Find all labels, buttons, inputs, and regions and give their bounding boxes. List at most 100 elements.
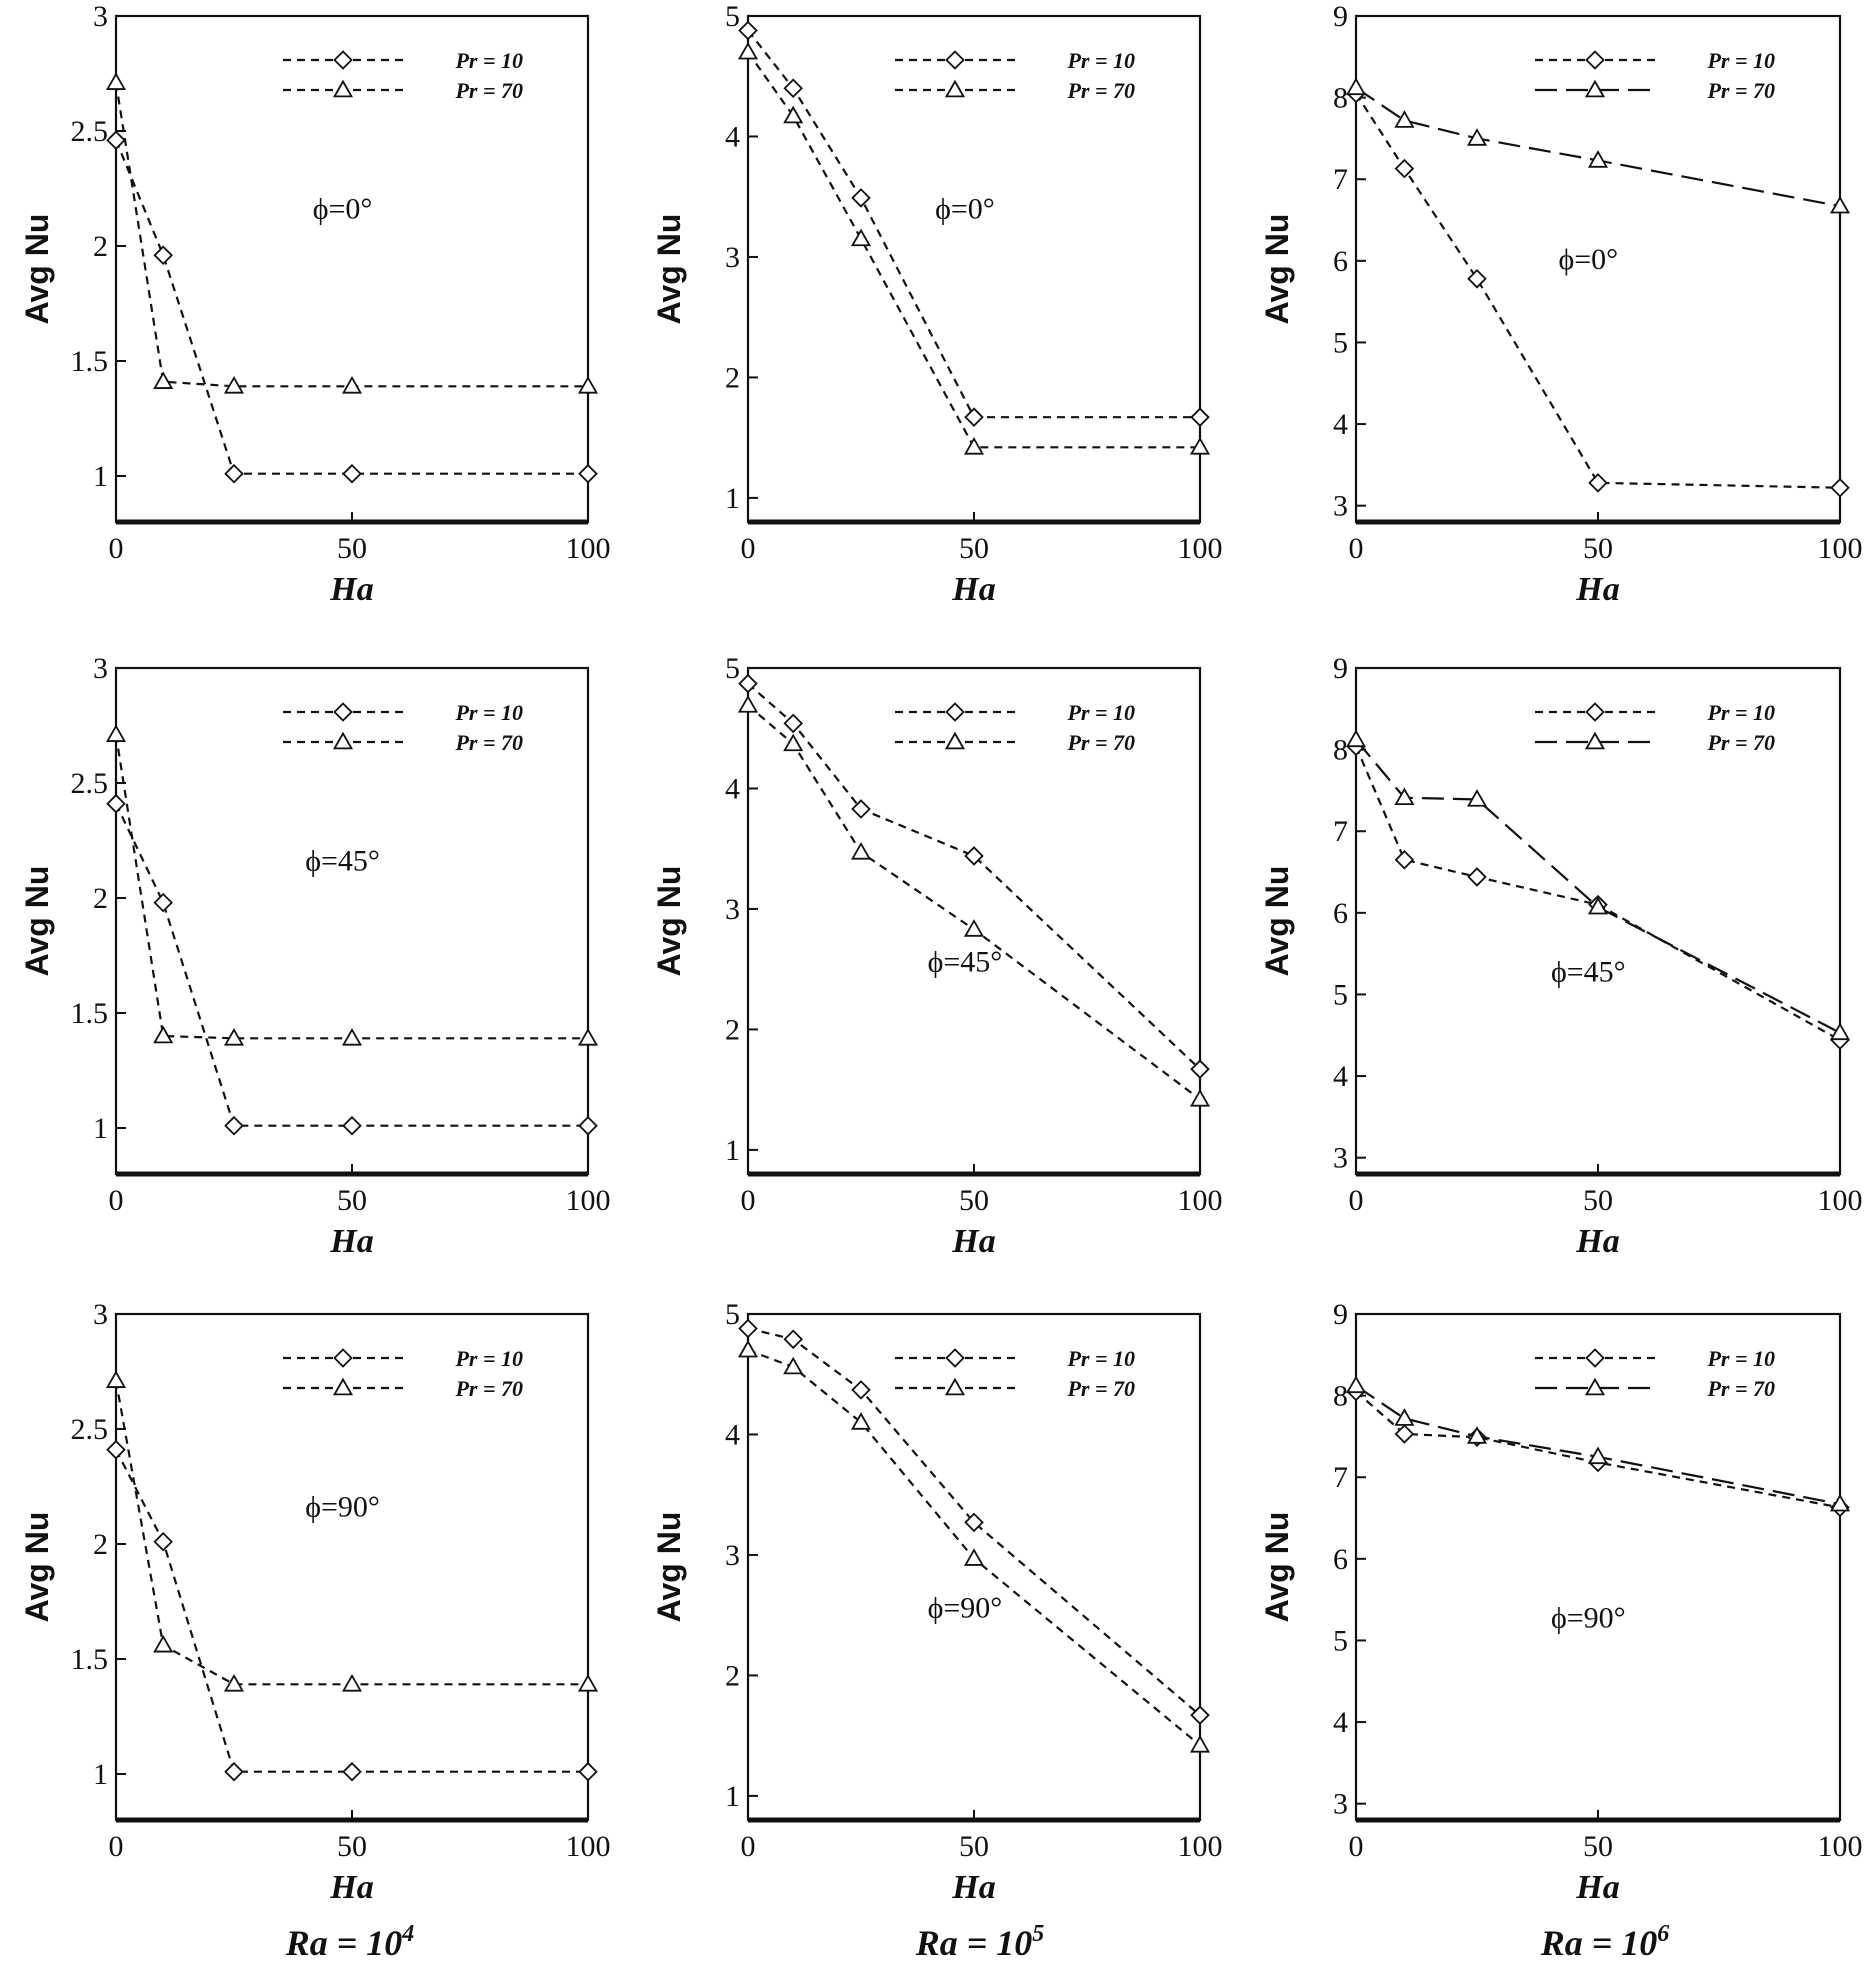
series-line-pr70: [114, 1380, 588, 1686]
legend-label: Pr = 10: [454, 700, 523, 725]
legend-label: Pr = 10: [1706, 1346, 1775, 1371]
data-point-diamond: [1467, 269, 1487, 289]
y-tick-label: 2: [93, 1528, 108, 1561]
data-point-diamond: [1467, 867, 1487, 887]
x-axis-label: Ha: [1575, 1869, 1619, 1906]
y-tick-label: 3: [93, 1298, 108, 1331]
data-point-triangle: [1345, 77, 1367, 96]
data-point-diamond: [224, 1761, 244, 1782]
data-point-triangle: [783, 105, 804, 124]
data-point-triangle: [1394, 110, 1415, 128]
y-tick-label: 8: [1333, 82, 1348, 115]
y-tick-label: 3: [725, 1539, 740, 1572]
data-point-diamond: [851, 799, 871, 819]
series-line-pr70: [1355, 1384, 1841, 1506]
x-tick-label: 0: [1349, 1830, 1364, 1863]
y-tick-label: 6: [1333, 1543, 1348, 1576]
legend-label: Pr = 70: [1706, 1376, 1775, 1401]
data-point-triangle: [1394, 787, 1415, 806]
x-tick-label: 100: [566, 1830, 611, 1863]
y-axis-label: Avg Nu: [1259, 214, 1295, 325]
legend-marker-triangle: [1584, 1377, 1606, 1396]
x-tick-label: 0: [1349, 532, 1364, 565]
x-tick-label: 0: [741, 532, 756, 565]
ra-label-1e6: Ra = 106: [1540, 1921, 1670, 1963]
y-tick-label: 2: [725, 1013, 740, 1046]
x-tick-label: 100: [1818, 1184, 1863, 1217]
x-tick-label: 100: [1178, 532, 1223, 565]
data-point-triangle: [341, 375, 363, 394]
data-point-diamond: [224, 463, 244, 484]
x-tick-label: 50: [337, 1184, 367, 1217]
y-axis-label: Avg Nu: [651, 1512, 687, 1623]
y-tick-label: 5: [725, 1298, 740, 1331]
x-tick-label: 100: [566, 532, 611, 565]
y-tick-label: 1: [725, 1134, 740, 1167]
y-tick-label: 4: [725, 120, 740, 153]
y-axis-label: Avg Nu: [1259, 1512, 1295, 1623]
legend-marker-diamond: [945, 702, 965, 722]
ra-label-1e5: Ra = 105: [915, 1921, 1045, 1963]
y-axis-label: Avg Nu: [651, 214, 687, 325]
x-tick-label: 50: [959, 1830, 989, 1863]
x-tick-label: 100: [566, 1184, 611, 1217]
data-point-diamond: [783, 78, 803, 99]
data-point-diamond: [964, 1512, 984, 1533]
y-tick-label: 5: [1333, 1624, 1348, 1657]
y-tick-label: 2: [725, 1659, 740, 1692]
data-point-triangle: [105, 724, 127, 742]
panel-r0-c0: 1 1.5 2 2.5 3 0 50 100 Ha Avg Nu ϕ=0° Pr = 10 Pr = 7…: [19, 0, 611, 608]
ra-labels: Ra = 104 Ra = 105 Ra = 106: [285, 1921, 1670, 1963]
data-point-diamond: [153, 1531, 173, 1552]
y-tick-label: 2.5: [71, 767, 109, 800]
x-axis-label: Ha: [329, 1869, 373, 1906]
data-point-diamond: [1394, 158, 1415, 179]
x-axis-label: Ha: [951, 571, 995, 608]
data-point-diamond: [738, 673, 758, 694]
data-point-diamond: [578, 1115, 598, 1136]
data-point-diamond: [851, 188, 871, 208]
y-tick-label: 3: [1333, 1788, 1348, 1821]
phi-annotation: ϕ=45°: [305, 844, 380, 877]
y-tick-label: 4: [1333, 1060, 1348, 1093]
data-point-diamond: [738, 20, 758, 41]
y-tick-label: 3: [93, 0, 108, 33]
x-tick-label: 0: [109, 1184, 124, 1217]
y-tick-label: 1: [725, 482, 740, 515]
legend-marker-triangle: [944, 79, 966, 98]
x-tick-label: 0: [741, 1184, 756, 1217]
data-point-diamond: [153, 245, 173, 265]
data-point-triangle: [1394, 1408, 1415, 1426]
data-point-diamond: [964, 846, 984, 866]
y-tick-label: 1: [93, 460, 108, 493]
series-line-pr70: [1355, 739, 1841, 1034]
x-axis-label: Ha: [329, 571, 373, 608]
phi-annotation: ϕ=45°: [1551, 956, 1626, 989]
y-tick-label: 5: [1333, 978, 1348, 1011]
x-tick-label: 50: [959, 1184, 989, 1217]
x-tick-label: 50: [337, 532, 367, 565]
legend-marker-diamond: [945, 50, 965, 70]
y-tick-label: 1.5: [71, 1643, 109, 1676]
legend-label: Pr = 10: [1066, 48, 1135, 73]
legend-label: Pr = 70: [454, 78, 523, 103]
phi-annotation: ϕ=0°: [1558, 243, 1618, 276]
data-point-triangle: [223, 1673, 245, 1692]
data-point-diamond: [224, 1115, 244, 1136]
y-axis-label: Avg Nu: [651, 866, 687, 977]
y-tick-label: 3: [1333, 490, 1348, 523]
y-tick-label: 8: [1333, 734, 1348, 767]
series-line-pr70: [747, 704, 1201, 1101]
legend-label: Pr = 10: [454, 48, 523, 73]
ra-label-1e4: Ra = 104: [285, 1921, 415, 1963]
y-tick-label: 4: [1333, 1706, 1348, 1739]
legend-marker-diamond: [1585, 702, 1605, 722]
legend-label: Pr = 70: [1066, 78, 1135, 103]
y-tick-label: 2: [93, 230, 108, 263]
series-line-pr70: [114, 82, 588, 388]
y-tick-label: 6: [1333, 245, 1348, 278]
panel-r1-c2: 3 4 5 6 7 8 9 0 50 100 Ha Avg Nu ϕ=45° Pr = 10 Pr = 70: [1259, 652, 1863, 1260]
data-point-triangle: [153, 1025, 174, 1044]
y-tick-label: 2.5: [71, 115, 109, 148]
